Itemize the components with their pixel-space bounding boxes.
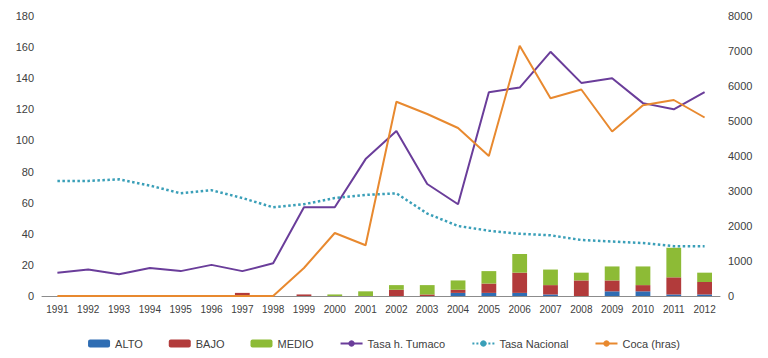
svg-text:ALTO: ALTO — [115, 338, 143, 350]
svg-text:1993: 1993 — [108, 304, 131, 315]
svg-text:180: 180 — [16, 10, 34, 22]
svg-text:2000: 2000 — [324, 304, 347, 315]
svg-text:Tasa Nacional: Tasa Nacional — [499, 338, 568, 350]
svg-text:2001: 2001 — [354, 304, 377, 315]
svg-text:7000: 7000 — [728, 45, 752, 57]
svg-text:2004: 2004 — [447, 304, 470, 315]
svg-text:2002: 2002 — [385, 304, 408, 315]
svg-text:80: 80 — [22, 166, 34, 178]
svg-text:2007: 2007 — [539, 304, 562, 315]
svg-text:100: 100 — [16, 134, 34, 146]
svg-text:Coca (hras): Coca (hras) — [622, 338, 679, 350]
svg-text:2006: 2006 — [509, 304, 532, 315]
svg-text:1991: 1991 — [46, 304, 69, 315]
svg-text:1992: 1992 — [77, 304, 100, 315]
svg-text:1995: 1995 — [170, 304, 193, 315]
svg-text:40: 40 — [22, 228, 34, 240]
svg-text:60: 60 — [22, 197, 34, 209]
svg-text:2005: 2005 — [478, 304, 501, 315]
svg-text:8000: 8000 — [728, 10, 752, 22]
svg-text:1997: 1997 — [231, 304, 254, 315]
svg-text:2012: 2012 — [693, 304, 716, 315]
svg-text:MEDIO: MEDIO — [277, 338, 314, 350]
svg-text:1996: 1996 — [200, 304, 223, 315]
svg-text:120: 120 — [16, 103, 34, 115]
svg-text:2008: 2008 — [570, 304, 593, 315]
svg-text:BAJO: BAJO — [196, 338, 225, 350]
svg-text:Tasa h. Tumaco: Tasa h. Tumaco — [368, 338, 446, 350]
svg-text:160: 160 — [16, 41, 34, 53]
svg-text:0: 0 — [28, 290, 34, 302]
svg-text:20: 20 — [22, 259, 34, 271]
svg-text:2003: 2003 — [416, 304, 439, 315]
svg-text:2000: 2000 — [728, 220, 752, 232]
svg-text:0: 0 — [728, 290, 734, 302]
svg-text:140: 140 — [16, 72, 34, 84]
svg-text:3000: 3000 — [728, 185, 752, 197]
svg-text:1994: 1994 — [139, 304, 162, 315]
svg-text:2011: 2011 — [663, 304, 685, 315]
svg-text:6000: 6000 — [728, 80, 752, 92]
svg-text:2010: 2010 — [632, 304, 655, 315]
svg-text:1000: 1000 — [728, 255, 752, 267]
svg-text:4000: 4000 — [728, 150, 752, 162]
svg-text:1998: 1998 — [262, 304, 285, 315]
svg-text:2009: 2009 — [601, 304, 624, 315]
svg-text:1999: 1999 — [293, 304, 316, 315]
svg-text:5000: 5000 — [728, 115, 752, 127]
